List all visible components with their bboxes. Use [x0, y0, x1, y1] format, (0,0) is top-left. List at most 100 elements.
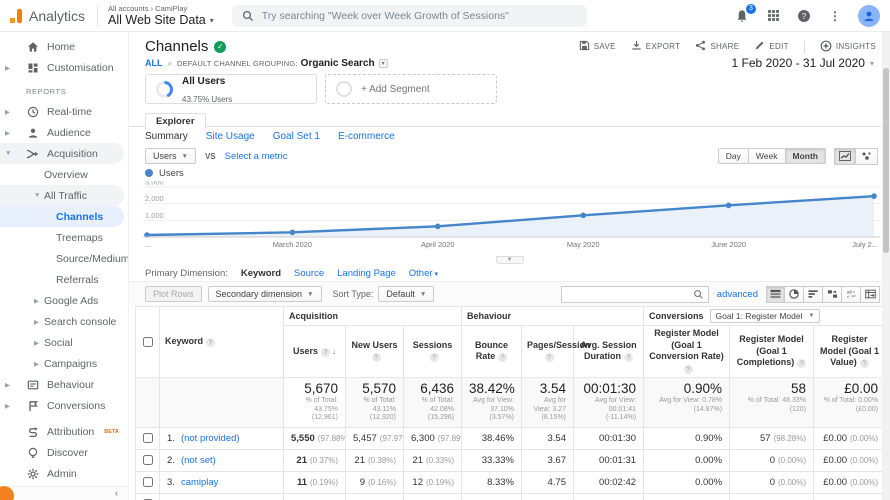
dimension-landing-page[interactable]: Landing Page [337, 268, 396, 279]
comparison-view-icon[interactable] [823, 285, 842, 303]
keyword-column-header[interactable]: Keyword? [159, 306, 284, 378]
vertical-scrollbar[interactable] [882, 32, 890, 500]
help-icon[interactable]: ? [624, 353, 634, 363]
pivot-view-icon[interactable] [861, 285, 880, 303]
sidebar-item-admin[interactable]: Admin [0, 463, 128, 484]
sidebar-item-campaigns[interactable]: ▶ Campaigns [0, 353, 128, 374]
insights-button[interactable]: INSIGHTS [820, 40, 876, 54]
sidebar-item-real-time[interactable]: ▶ Real-time [0, 101, 128, 122]
help-icon[interactable]: ? [429, 353, 439, 363]
sidebar-item-channels[interactable]: Channels [0, 206, 124, 227]
secondary-dimension-button[interactable]: Secondary dimension ▼ [207, 286, 322, 302]
goal-selector[interactable]: Goal 1: Register Model ▼ [709, 309, 821, 323]
export-button[interactable]: EXPORT [631, 40, 681, 53]
select-metric-link[interactable]: Select a metric [224, 150, 288, 162]
help-icon[interactable]: ? [206, 338, 216, 348]
sidebar-item-audience[interactable]: ▶ Audience [0, 122, 128, 143]
date-range-picker[interactable]: 1 Feb 2020 - 31 Jul 2020 ▾ [731, 56, 874, 70]
metric-selector[interactable]: Users ▼ [145, 148, 196, 164]
column-header-users[interactable]: Users? ↓ [283, 325, 346, 378]
avatar[interactable] [858, 4, 880, 27]
feedback-fab[interactable] [0, 486, 14, 500]
column-header-register-model-goal-1-completions-[interactable]: Register Model (Goal 1 Completions)? [729, 325, 815, 378]
breadcrumb-all-link[interactable]: ALL [145, 58, 163, 68]
sidebar-item-attribution[interactable]: Attribution BETA [0, 421, 128, 442]
channel-grouping-dropdown[interactable]: ▾ [378, 58, 388, 68]
cell-value: 11 [296, 477, 307, 488]
add-segment-button[interactable]: + Add Segment [325, 74, 497, 104]
more-vert-icon[interactable]: ⋮ [829, 8, 841, 23]
sidebar-item-search-console[interactable]: ▶ Search console [0, 311, 128, 332]
plot-rows-button[interactable]: Plot Rows [145, 286, 202, 302]
column-header-register-model-goal-1-conversion-rate-[interactable]: Register Model (Goal 1 Conversion Rate)? [643, 325, 731, 378]
granularity-week[interactable]: Week [748, 148, 786, 164]
property-selector[interactable]: All accounts › CamiPlay All Web Site Dat… [108, 4, 214, 27]
tab-site-usage[interactable]: Site Usage [205, 130, 255, 142]
dimension-other[interactable]: Other ▾ [409, 268, 438, 279]
help-icon[interactable]: ? [859, 359, 869, 369]
percentage-view-icon[interactable] [785, 285, 804, 303]
help-icon[interactable]: ? [498, 353, 508, 363]
segment-all-users[interactable]: All Users 43.75% Users [145, 74, 317, 104]
dimension-source[interactable]: Source [294, 268, 324, 279]
save-button[interactable]: SAVE [579, 40, 616, 53]
help-icon[interactable]: ? [321, 347, 331, 357]
help-icon[interactable]: ? [683, 365, 693, 375]
sidebar-item-customisation[interactable]: ▶ Customisation [0, 57, 128, 78]
help-icon[interactable]: ? [544, 353, 554, 363]
help-icon[interactable]: ? [371, 353, 381, 363]
search-input[interactable]: Try searching "Week over Week Growth of … [231, 4, 587, 27]
column-header-register-model-goal-1-value-[interactable]: Register Model (Goal 1 Value)? [813, 325, 887, 378]
help-icon[interactable]: ? [796, 8, 812, 24]
bell-icon[interactable]: 3 [734, 3, 756, 24]
column-header-avg-session-duration[interactable]: Avg. Session Duration? [572, 325, 645, 378]
column-header-sessions[interactable]: Sessions? [403, 325, 462, 378]
sidebar-item-google-ads[interactable]: ▶ Google Ads [0, 290, 128, 311]
sidebar-item-referrals[interactable]: Referrals [0, 269, 128, 290]
granularity-day[interactable]: Day [717, 148, 749, 164]
sidebar-item-treemaps[interactable]: Treemaps [0, 227, 128, 248]
sidebar-item-acquisition[interactable]: ▼ Acquisition [0, 143, 124, 164]
scrollbar-thumb[interactable] [883, 68, 889, 253]
column-header-new-users[interactable]: New Users? [345, 325, 404, 378]
table-search-input[interactable] [560, 285, 709, 303]
column-header-bounce-rate[interactable]: Bounce Rate? [461, 325, 522, 378]
chart-collapse-button[interactable]: ▼ [495, 256, 524, 264]
dimension-keyword[interactable]: Keyword [241, 268, 281, 279]
sidebar-item-all-traffic[interactable]: ▼ All Traffic [0, 185, 124, 206]
users-timeseries-chart[interactable]: 1,000 2,000 3,000... March 2020 April 2020 Ma… [129, 177, 890, 256]
table-view-icon[interactable] [766, 285, 785, 303]
sidebar-item-behaviour[interactable]: ▶ Behaviour [0, 374, 128, 395]
keyword-link[interactable]: (not set) [180, 455, 216, 466]
row-checkbox[interactable] [143, 477, 153, 488]
select-all-checkbox[interactable] [142, 337, 153, 348]
column-header-pages-session[interactable]: Pages/Session? [521, 325, 591, 378]
sidebar-item-home[interactable]: Home [0, 36, 128, 57]
sidebar-item-conversions[interactable]: ▶ Conversions [0, 395, 128, 416]
term-cloud-icon[interactable]: ab cd ef g [842, 285, 861, 303]
help-icon[interactable]: ? [797, 359, 807, 369]
keyword-link[interactable]: (not provided) [180, 433, 240, 444]
sidebar-item-social[interactable]: ▶ Social [0, 332, 128, 353]
performance-view-icon[interactable] [804, 285, 823, 303]
line-chart-icon[interactable] [834, 147, 856, 165]
granularity-month[interactable]: Month [785, 148, 826, 164]
analytics-logo-icon[interactable] [10, 8, 22, 23]
row-checkbox[interactable] [143, 455, 153, 466]
sort-type-button[interactable]: Default ▼ [378, 286, 435, 302]
sidebar-item-discover[interactable]: Discover [0, 442, 128, 463]
row-checkbox[interactable] [143, 433, 153, 444]
tab-e-commerce[interactable]: E-commerce [337, 130, 395, 142]
tab-goal-set-1[interactable]: Goal Set 1 [272, 130, 320, 142]
sidebar-collapse-button[interactable]: ‹ [0, 486, 128, 500]
share-button[interactable]: SHARE [695, 40, 739, 53]
edit-button[interactable]: EDIT [754, 40, 789, 53]
apps-grid-icon[interactable] [765, 8, 781, 24]
motion-chart-icon[interactable] [856, 147, 878, 165]
sidebar-item-source-medium[interactable]: Source/Medium [0, 248, 130, 269]
advanced-link[interactable]: advanced [716, 288, 758, 300]
keyword-link[interactable]: camiplay [180, 477, 219, 488]
sidebar-item-overview[interactable]: Overview [0, 164, 128, 185]
tab-explorer[interactable]: Explorer [145, 113, 206, 130]
tab-summary[interactable]: Summary [145, 130, 188, 142]
